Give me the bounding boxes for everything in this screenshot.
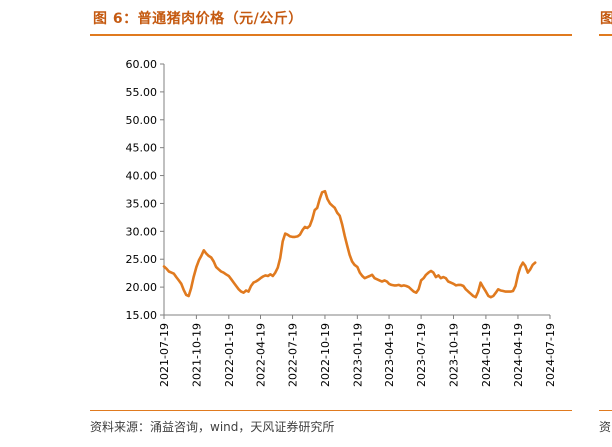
price-series-line bbox=[162, 189, 537, 299]
y-tick-label: 60.00 bbox=[126, 58, 158, 71]
title-rule bbox=[90, 34, 572, 36]
x-tick-label: 2022-10-19 bbox=[319, 323, 332, 387]
y-tick-label: 55.00 bbox=[126, 86, 158, 99]
figure-title: 图 6：普通猪肉价格（元/公斤） bbox=[93, 11, 303, 27]
x-axis-ticks: 2021-07-19 2021-10-19 2022-01-19 2022-04-19… bbox=[158, 315, 557, 387]
x-tick-label: 2022-07-19 bbox=[287, 323, 300, 387]
y-tick-label: 30.00 bbox=[126, 225, 158, 238]
y-tick-label: 20.00 bbox=[126, 281, 158, 294]
next-figure-title-fragment: 图 bbox=[600, 11, 612, 27]
x-tick-label: 2022-04-19 bbox=[255, 323, 268, 387]
chart-axes bbox=[163, 64, 550, 316]
x-tick-label: 2021-10-19 bbox=[190, 323, 203, 387]
x-tick-label: 2023-07-19 bbox=[415, 323, 428, 387]
chart-series bbox=[162, 189, 537, 299]
source-rule bbox=[90, 410, 572, 411]
x-tick-label: 2021-07-19 bbox=[158, 323, 171, 387]
next-source-rule bbox=[599, 410, 612, 411]
x-tick-label: 2024-07-19 bbox=[544, 323, 557, 387]
source-note: 资料来源：涌益咨询，wind，天风证券研究所 bbox=[90, 420, 335, 434]
x-tick-label: 2023-01-19 bbox=[351, 323, 364, 387]
y-tick-label: 25.00 bbox=[126, 253, 158, 266]
y-tick-label: 50.00 bbox=[126, 114, 158, 127]
y-tick-label: 40.00 bbox=[126, 170, 158, 183]
y-axis-ticks: 60.00 55.00 50.00 45.00 40.00 35.00 30.00 25.00… bbox=[126, 58, 164, 322]
x-tick-label: 2023-04-19 bbox=[383, 323, 396, 387]
y-tick-label: 45.00 bbox=[126, 142, 158, 155]
next-source-fragment: 资 bbox=[599, 420, 612, 434]
x-tick-label: 2022-01-19 bbox=[223, 323, 236, 387]
y-tick-label: 35.00 bbox=[126, 197, 158, 210]
x-tick-label: 2023-10-19 bbox=[448, 323, 461, 387]
y-tick-label: 15.00 bbox=[126, 309, 158, 322]
x-tick-label: 2024-04-19 bbox=[512, 323, 525, 387]
x-tick-label: 2024-01-19 bbox=[480, 323, 493, 387]
next-title-rule bbox=[599, 34, 612, 36]
